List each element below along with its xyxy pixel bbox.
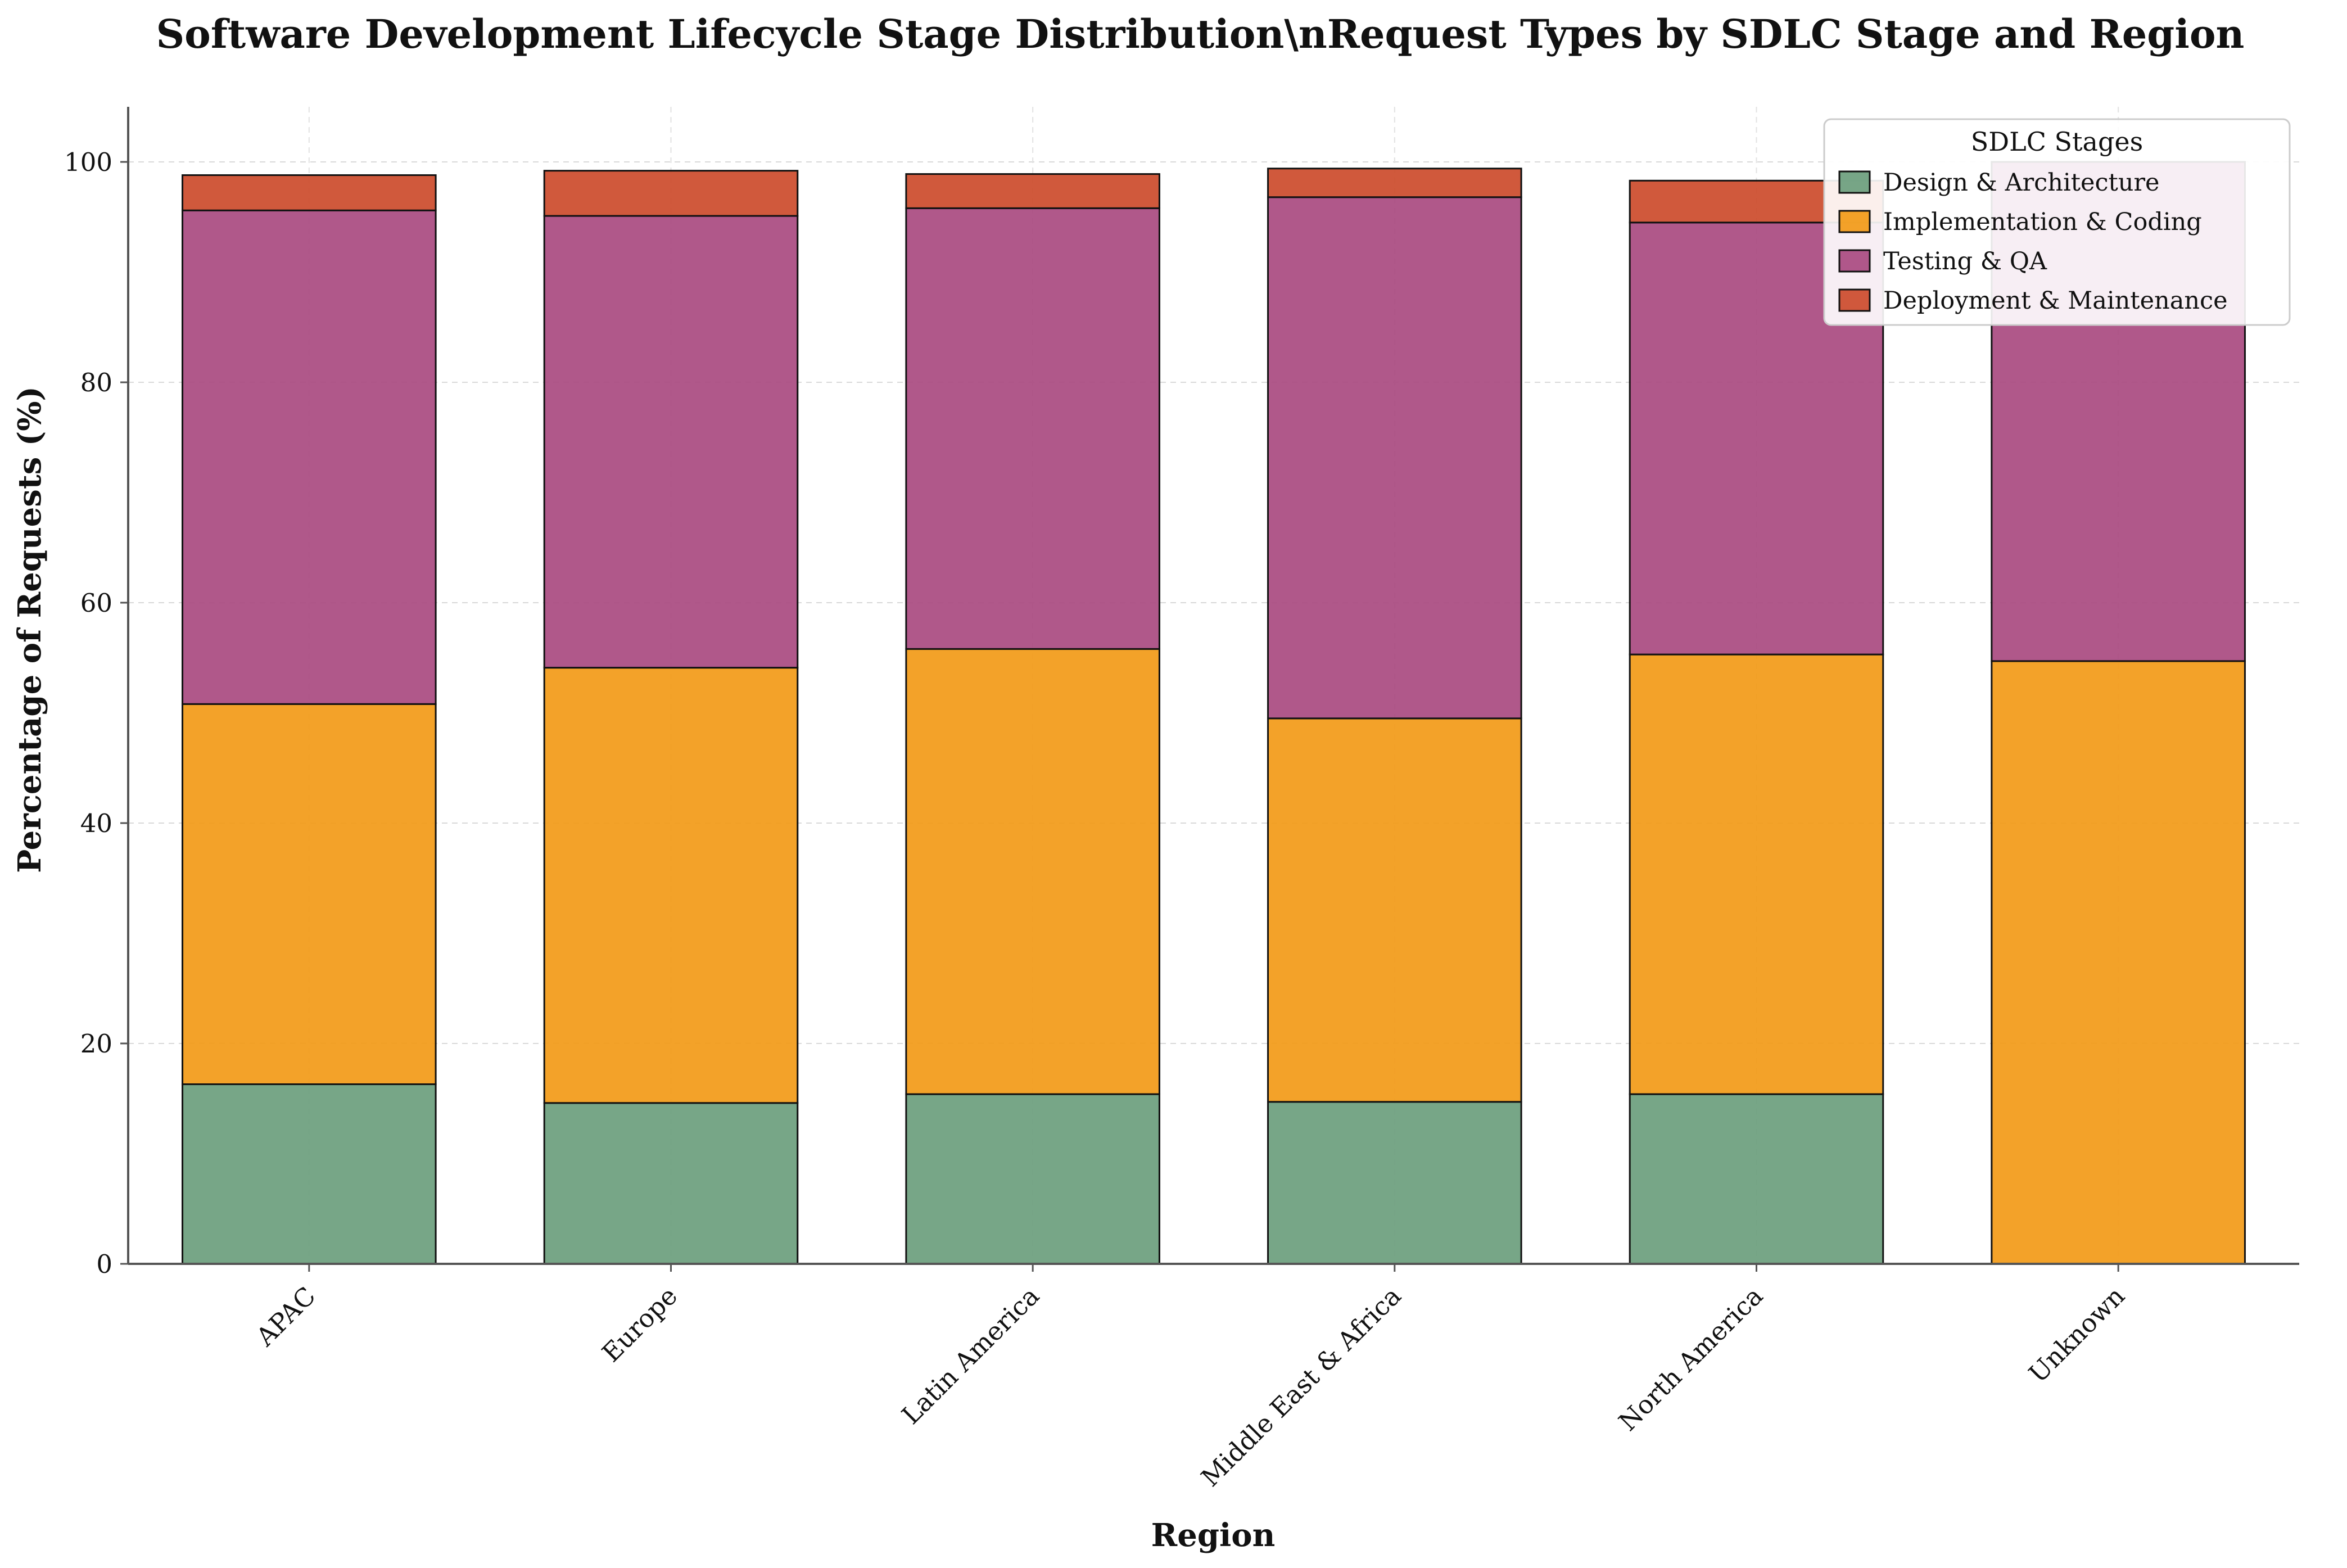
x-tick-label: Unknown <box>2023 1281 2130 1388</box>
bar-segment <box>1267 168 1522 198</box>
bar-segment <box>543 215 799 669</box>
legend-box <box>1823 118 2291 326</box>
legend-swatch <box>1838 210 1871 233</box>
bar-segment <box>182 703 437 1086</box>
bar-segment <box>1629 653 1884 1095</box>
chart-title: Software Development Lifecycle Stage Dis… <box>156 11 2245 57</box>
legend-title: SDLC Stages <box>1971 126 2143 157</box>
legend-swatch <box>1838 170 1871 194</box>
bar-segment <box>1267 196 1522 720</box>
bar-segment <box>905 648 1160 1095</box>
bar-segment <box>182 209 437 705</box>
bar-segment <box>182 1083 437 1265</box>
y-tick-label: 80 <box>80 368 112 397</box>
y-axis-label: Percentage of Requests (%) <box>11 386 48 873</box>
y-tick-label: 60 <box>80 588 112 618</box>
bar-segment <box>182 174 437 211</box>
bars <box>182 161 2246 1265</box>
y-tick-label: 20 <box>80 1029 112 1059</box>
bar-segment <box>1629 1093 1884 1265</box>
bar-segment <box>543 1102 799 1265</box>
y-tick-label: 0 <box>96 1249 112 1279</box>
x-tick-label: Europe <box>596 1281 684 1368</box>
y-tick-label: 100 <box>64 147 112 177</box>
legend-swatch <box>1838 288 1871 312</box>
bar-segment <box>543 667 799 1104</box>
x-tick-label: APAC <box>250 1281 322 1352</box>
legend-label: Design & Architecture <box>1883 169 2160 197</box>
legend-label: Implementation & Coding <box>1883 208 2202 236</box>
legend-label: Testing & QA <box>1883 247 2047 275</box>
x-tick-label: North America <box>1613 1281 1769 1436</box>
legend-label: Deployment & Maintenance <box>1883 287 2228 315</box>
bar-segment <box>905 207 1160 650</box>
bar-segment <box>1991 660 2246 1265</box>
bar-segment <box>905 173 1160 209</box>
y-tick-label: 40 <box>80 808 112 838</box>
x-tick-label: Latin America <box>896 1281 1045 1430</box>
bar-segment <box>1267 717 1522 1103</box>
bar-segment <box>543 170 799 217</box>
x-tick-label: Middle East & Africa <box>1195 1281 1407 1492</box>
legend: SDLC Stages Design & Architecture Impleme… <box>1823 118 2291 326</box>
bar-segment <box>905 1093 1160 1265</box>
legend-swatch <box>1838 249 1871 273</box>
bar-segment <box>1267 1101 1522 1265</box>
x-axis-label: Region <box>1151 1517 1276 1554</box>
